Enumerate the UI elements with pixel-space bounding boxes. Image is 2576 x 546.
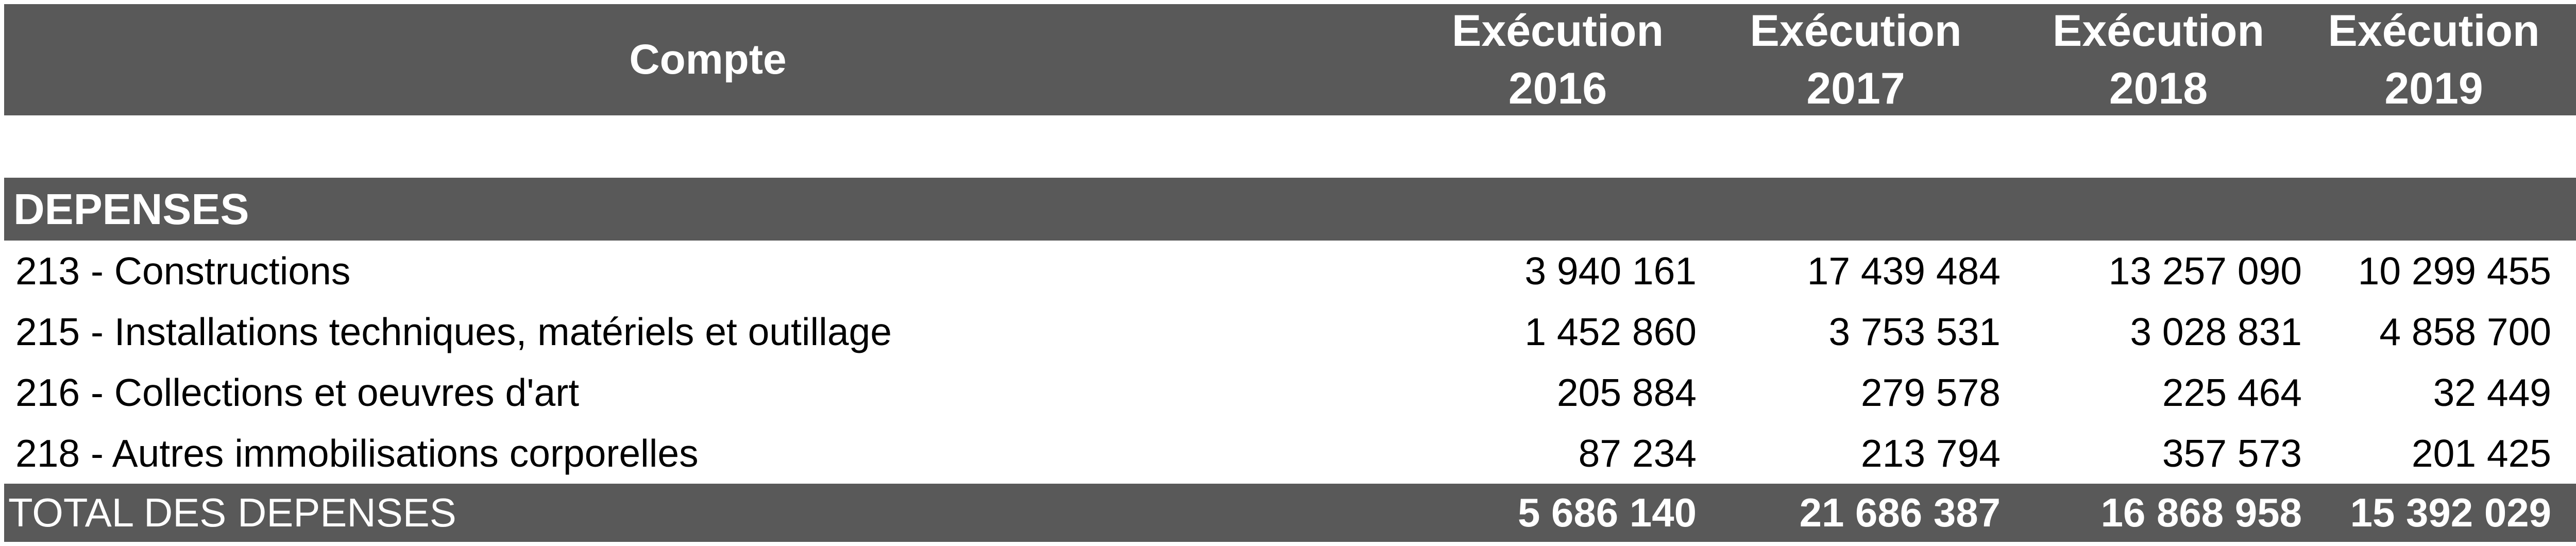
row-value-2016: 205 884	[1556, 371, 1697, 414]
row-value-2016: 87 234	[1578, 432, 1697, 475]
column-header-execution-2016: Exécution 2016	[1412, 4, 1704, 115]
column-header-execution-2019: Exécution 2019	[2309, 4, 2558, 115]
row-value-2018: 357 573	[2162, 432, 2302, 475]
column-header-line1: Exécution	[2053, 6, 2264, 56]
row-value-2017: 17 439 484	[1807, 249, 2001, 293]
budget-execution-table: Compte Exécution 2016 Exécution 2017 Exé…	[4, 4, 2576, 542]
row-value-2018: 13 257 090	[2108, 249, 2302, 293]
row-value-2020: 3 875 390	[2558, 301, 2576, 362]
row-value-2017: 279 578	[1860, 371, 2001, 414]
section-header-depenses: DEPENSES	[4, 178, 2576, 241]
row-value-2019: 32 449	[2433, 371, 2551, 414]
table-row-215: 215 - Installations techniques, matériel…	[4, 301, 2576, 362]
row-value-2019: 10 299 455	[2358, 249, 2551, 293]
row-label: 216 - Collections et oeuvres d'art	[15, 371, 580, 414]
column-header-line1: Exécution	[2328, 6, 2540, 56]
total-label: TOTAL DES DEPENSES	[8, 490, 456, 535]
row-value-2019: 201 425	[2411, 432, 2551, 475]
row-value-2020: 43 892	[2558, 362, 2576, 423]
column-header-execution-2017: Exécution 2017	[1704, 4, 2008, 115]
row-value-2016: 3 940 161	[1524, 249, 1697, 293]
table-row-216: 216 - Collections et oeuvres d'art 205 8…	[4, 362, 2576, 423]
total-row: TOTAL DES DEPENSES 5 686 140 21 686 387 …	[4, 484, 2576, 542]
row-value-2020: 706 894	[2558, 423, 2576, 484]
column-header-execution-2018: Exécution 2018	[2008, 4, 2309, 115]
spacer-cell	[4, 115, 2576, 178]
row-value-2018: 3 028 831	[2130, 310, 2302, 353]
row-value-2017: 213 794	[1860, 432, 2001, 475]
table-row-218: 218 - Autres immobilisations corporelles…	[4, 423, 2576, 484]
spacer-row	[4, 115, 2576, 178]
column-header-line1: Exécution	[1452, 6, 1664, 56]
column-header-execution-2020: Exécution 2020	[2558, 4, 2576, 115]
row-value-2017: 3 753 531	[1828, 310, 2001, 353]
column-header-compte: Compte	[629, 36, 787, 83]
row-value-2019: 4 858 700	[2379, 310, 2551, 353]
total-value-2020: 10 797 623	[2558, 484, 2576, 542]
column-header-year: 2018	[2109, 64, 2208, 113]
table-row-213: 213 - Constructions 3 940 161 17 439 484…	[4, 241, 2576, 301]
row-label: 218 - Autres immobilisations corporelles	[15, 432, 699, 475]
table-header-row: Compte Exécution 2016 Exécution 2017 Exé…	[4, 4, 2576, 115]
row-value-2016: 1 452 860	[1524, 310, 1697, 353]
total-value-2018: 16 868 958	[2100, 490, 2302, 535]
row-label: 213 - Constructions	[15, 249, 351, 293]
row-value-2018: 225 464	[2162, 371, 2302, 414]
column-header-year: 2016	[1508, 64, 1607, 113]
column-header-year: 2019	[2384, 64, 2483, 113]
section-title: DEPENSES	[13, 184, 249, 233]
column-header-line1: Exécution	[1750, 6, 1962, 56]
row-label: 215 - Installations techniques, matériel…	[15, 310, 892, 353]
total-value-2017: 21 686 387	[1799, 490, 2001, 535]
row-value-2020: 6 171 448	[2558, 241, 2576, 301]
column-header-year: 2017	[1806, 64, 1905, 113]
total-value-2016: 5 686 140	[1517, 490, 1697, 535]
total-value-2019: 15 392 029	[2350, 490, 2551, 535]
